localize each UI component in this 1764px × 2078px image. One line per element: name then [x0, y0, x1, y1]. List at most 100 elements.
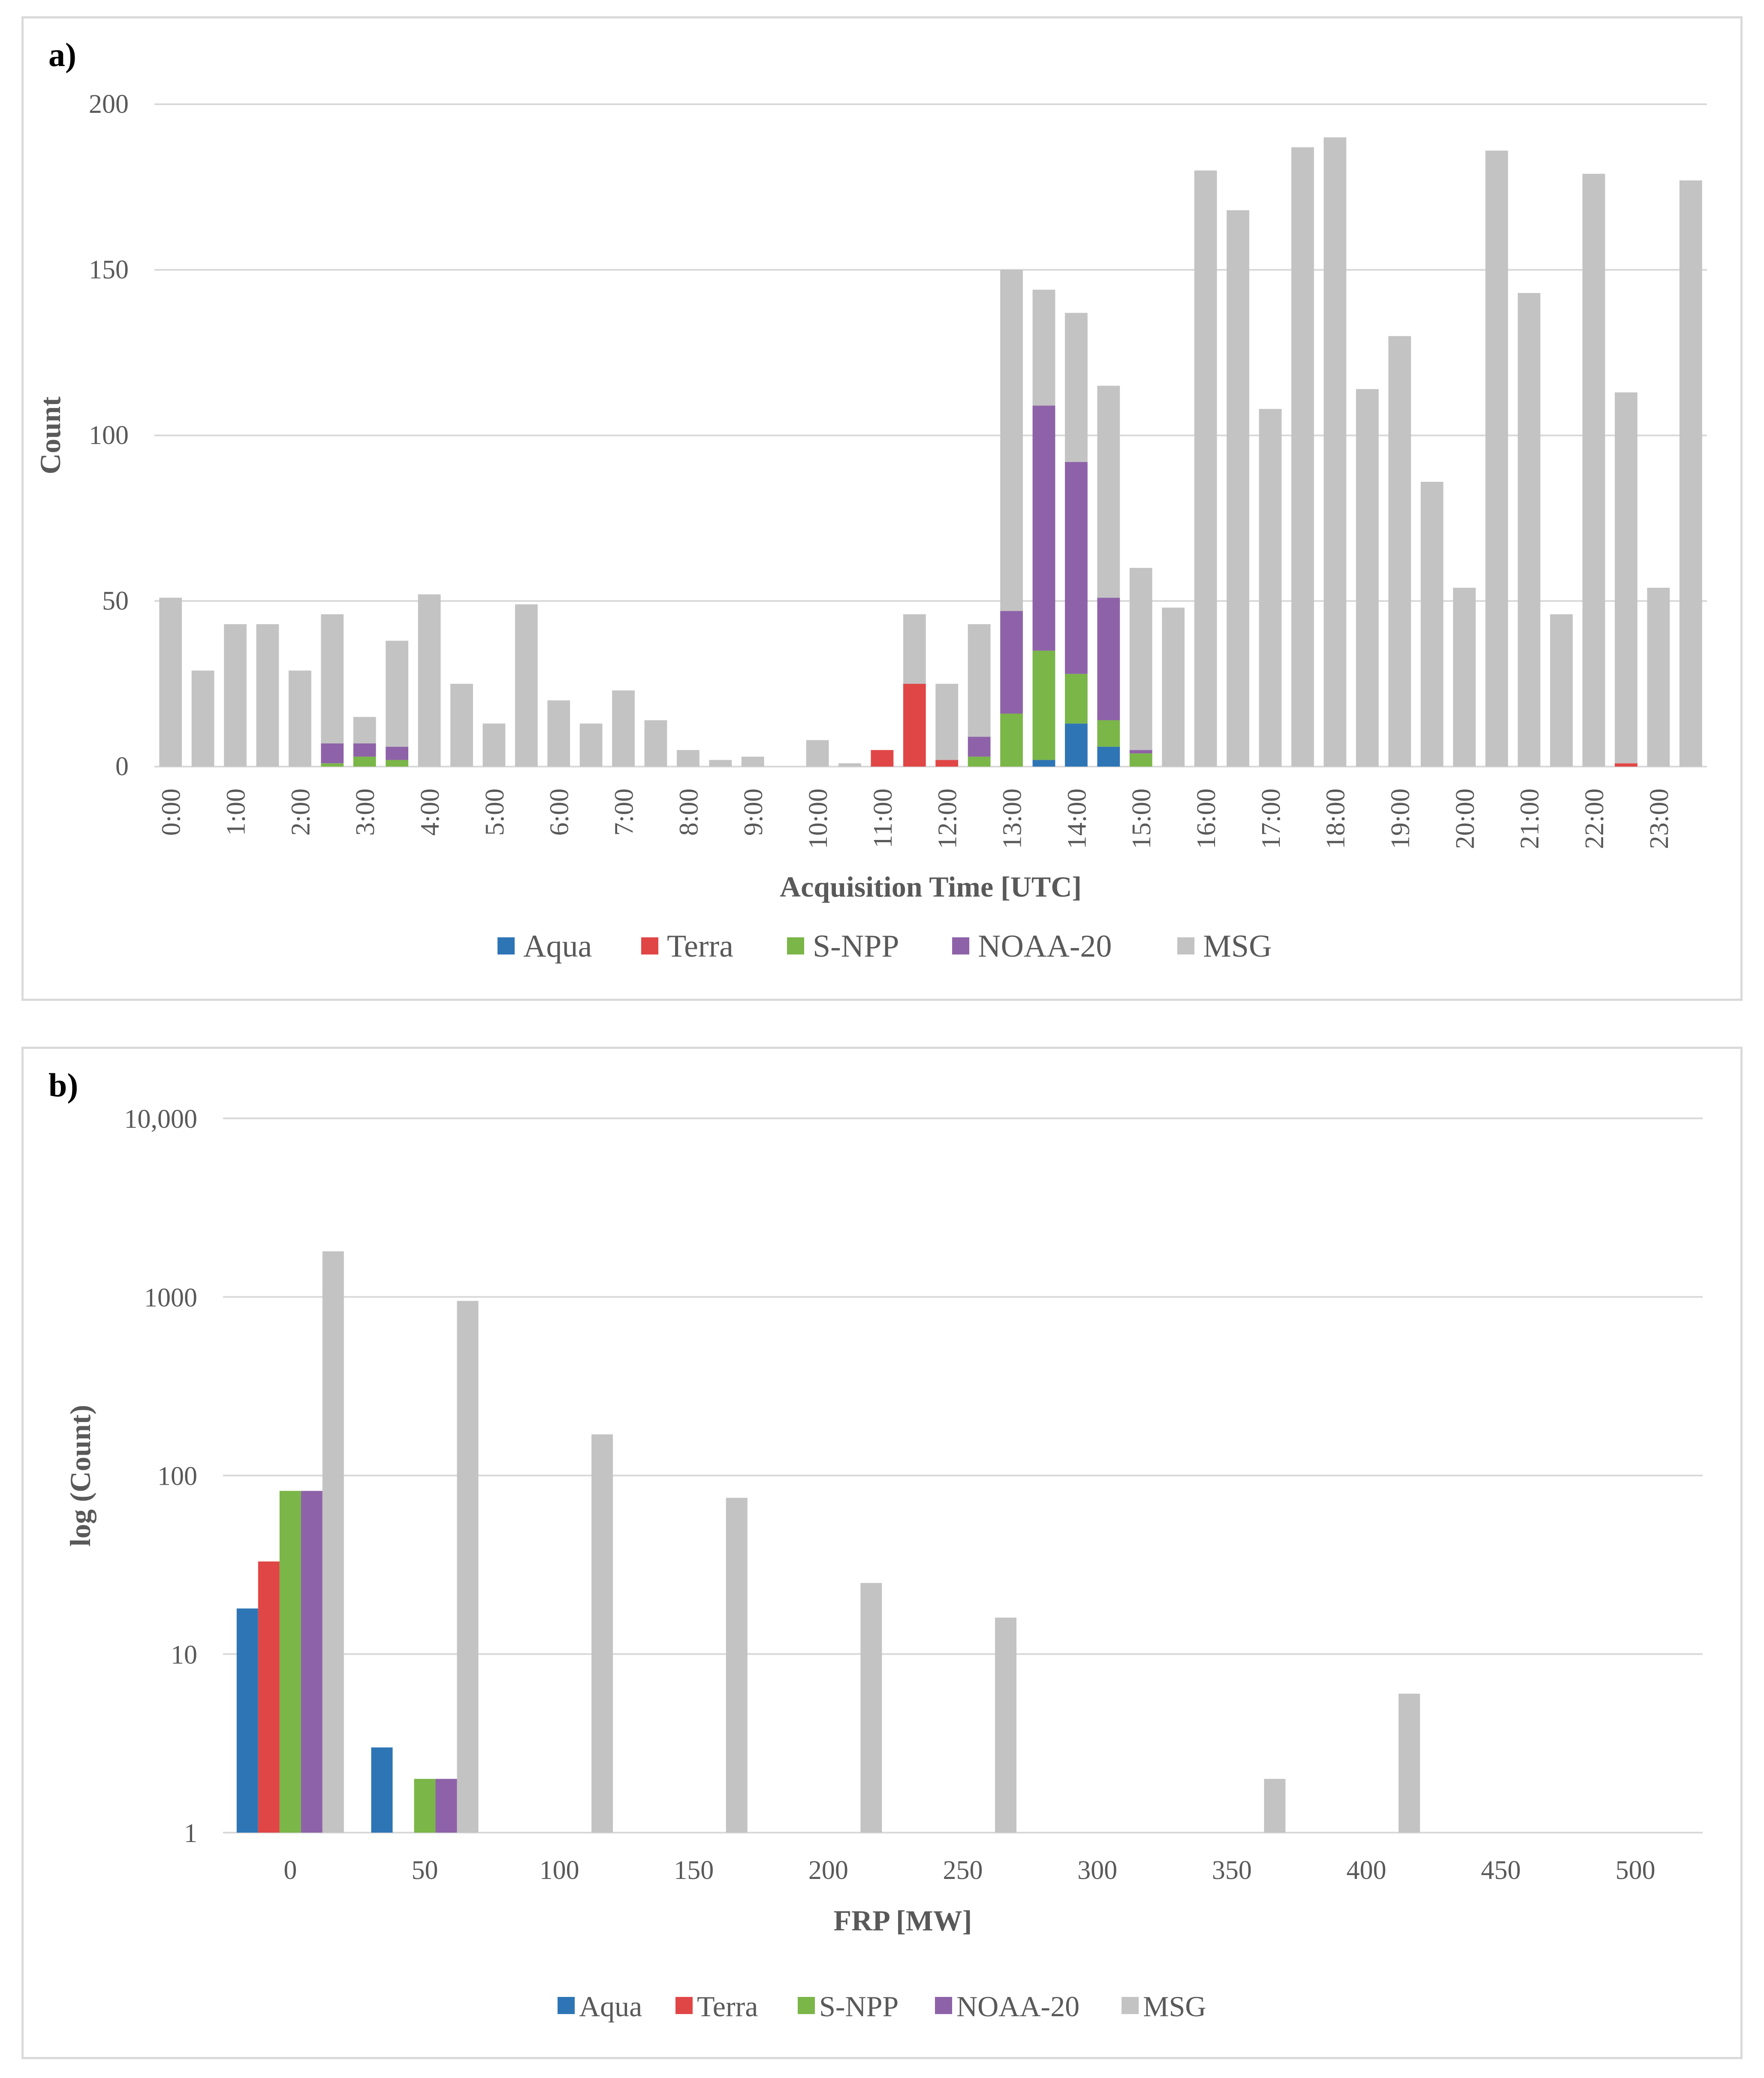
bar-a-msg-19-30: [1420, 482, 1444, 767]
bar-b-msg-50: [457, 1301, 479, 1833]
x-tick-label-a: 16:00: [1192, 788, 1221, 849]
legend-swatch-b-msg: [1122, 1997, 1139, 2014]
bar-b-terra-0: [258, 1561, 280, 1833]
bar-b-msg-200: [860, 1583, 882, 1833]
x-tick-label-a: 10:00: [804, 788, 833, 849]
bar-a-msg-14-30: [1097, 386, 1120, 598]
legend-swatch-b-terra: [675, 1997, 693, 2014]
x-tick-label-b: 0: [283, 1856, 297, 1885]
bar-a-msg-2-30: [321, 614, 344, 743]
x-tick-label-b: 500: [1616, 1856, 1655, 1885]
legend-label-b-s-npp: S-NPP: [819, 1990, 899, 2023]
bar-a-msg-3-00: [353, 717, 376, 743]
bar-a-msg-4-00: [418, 594, 441, 767]
bar-a-aqua-14-00: [1064, 723, 1088, 767]
y-tick-label-a: 100: [89, 421, 129, 450]
bar-a-msg-23-00: [1647, 588, 1670, 767]
x-tick-label-a: 9:00: [739, 788, 768, 836]
bar-a-msg-10-30: [838, 763, 861, 767]
bar-a-msg-19-00: [1388, 336, 1411, 767]
bar-b-aqua-50: [371, 1747, 393, 1833]
y-axis-title-a: Count: [34, 396, 66, 474]
legend-swatch-a-msg: [1177, 937, 1194, 954]
bar-b-s-npp-0: [279, 1491, 301, 1833]
bar-b-msg-400: [1398, 1694, 1420, 1833]
bar-a-msg-11-30: [903, 614, 926, 684]
x-tick-label-a: 12:00: [933, 788, 962, 849]
bar-a-msg-8-30: [709, 760, 732, 767]
bar-a-noaa-20-3-30: [386, 746, 409, 760]
y-tick-label-b: 1000: [144, 1283, 197, 1312]
x-tick-label-a: 13:00: [998, 788, 1027, 849]
bar-a-msg-6-00: [547, 700, 570, 767]
x-tick-label-a: 21:00: [1515, 788, 1544, 849]
x-tick-label-a: 14:00: [1062, 788, 1092, 849]
x-axis-title-a: Acquisition Time [UTC]: [780, 870, 1082, 903]
bar-a-msg-5-00: [482, 723, 506, 767]
bar-a-msg-0-00: [159, 598, 182, 767]
legend-label-b-msg: MSG: [1143, 1990, 1206, 2023]
y-tick-label-b: 100: [157, 1462, 197, 1491]
x-tick-label-b: 450: [1481, 1856, 1521, 1885]
bar-a-msg-22-00: [1582, 174, 1605, 767]
bar-b-s-npp-50: [414, 1779, 436, 1833]
x-tick-label-a: 15:00: [1127, 788, 1156, 849]
bar-a-msg-20-30: [1485, 151, 1508, 767]
x-tick-label-a: 18:00: [1321, 788, 1351, 849]
panel-a-label: a): [48, 36, 76, 73]
bar-a-msg-7-30: [644, 720, 667, 767]
bar-a-msg-1-30: [256, 624, 279, 767]
x-tick-label-a: 6:00: [545, 788, 574, 836]
x-tick-label-a: 1:00: [222, 788, 251, 836]
x-tick-label-a: 17:00: [1257, 788, 1286, 849]
bar-a-msg-15-00: [1129, 568, 1152, 750]
bar-a-s-npp-3-30: [386, 760, 409, 767]
bar-b-msg-0: [322, 1251, 344, 1833]
bar-a-s-npp-3-00: [353, 756, 376, 767]
x-tick-label-b: 400: [1346, 1856, 1386, 1885]
bar-a-msg-6-30: [579, 723, 603, 767]
bar-a-msg-23-30: [1679, 180, 1702, 767]
y-tick-label-a: 150: [89, 255, 129, 284]
bar-b-noaa-20-0: [301, 1491, 323, 1833]
bar-a-msg-18-30: [1356, 389, 1379, 767]
bar-a-msg-2-00: [288, 671, 311, 767]
x-tick-label-a: 8:00: [674, 788, 703, 836]
x-tick-label-a: 2:00: [286, 788, 315, 836]
x-tick-label-a: 5:00: [480, 788, 510, 836]
bar-a-msg-18-00: [1324, 137, 1347, 767]
y-tick-label-b: 1: [184, 1819, 197, 1848]
bar-a-noaa-20-2-30: [321, 743, 344, 764]
y-tick-label-b: 10,000: [124, 1105, 198, 1134]
legend-label-b-noaa-20: NOAA-20: [956, 1990, 1080, 2023]
bar-a-msg-17-00: [1259, 409, 1282, 767]
x-axis-title-b: FRP [MW]: [834, 1904, 972, 1937]
x-tick-label-b: 300: [1077, 1856, 1117, 1885]
bar-b-msg-150: [726, 1498, 748, 1833]
x-tick-label-a: 4:00: [416, 788, 445, 836]
bar-a-noaa-20-3-00: [353, 743, 376, 757]
legend-label-a-noaa-20: NOAA-20: [978, 929, 1112, 964]
bar-a-noaa-20-13-00: [1000, 611, 1023, 714]
bar-a-msg-20-00: [1453, 588, 1476, 767]
legend-swatch-a-terra: [641, 937, 658, 954]
bar-a-noaa-20-13-30: [1032, 405, 1055, 651]
legend-label-a-msg: MSG: [1203, 929, 1272, 964]
x-tick-label-a: 22:00: [1580, 788, 1609, 849]
bar-a-aqua-13-30: [1032, 760, 1055, 767]
legend-label-a-s-npp: S-NPP: [813, 929, 899, 964]
legend-label-a-aqua: Aqua: [523, 929, 592, 964]
bar-a-msg-21-30: [1550, 614, 1573, 767]
bar-a-msg-12-30: [968, 624, 991, 737]
bar-a-msg-12-00: [935, 684, 959, 760]
bar-a-terra-11-00: [871, 750, 894, 767]
bar-a-msg-10-00: [806, 740, 829, 767]
bar-a-noaa-20-14-00: [1064, 462, 1088, 674]
y-tick-label-b: 10: [171, 1640, 197, 1670]
x-tick-label-b: 150: [674, 1856, 714, 1885]
bar-b-msg-100: [591, 1434, 613, 1833]
bar-b-aqua-0: [236, 1608, 258, 1833]
bar-a-s-npp-2-30: [321, 763, 344, 767]
bar-a-msg-16-30: [1227, 210, 1249, 767]
x-tick-label-a: 19:00: [1386, 788, 1415, 849]
